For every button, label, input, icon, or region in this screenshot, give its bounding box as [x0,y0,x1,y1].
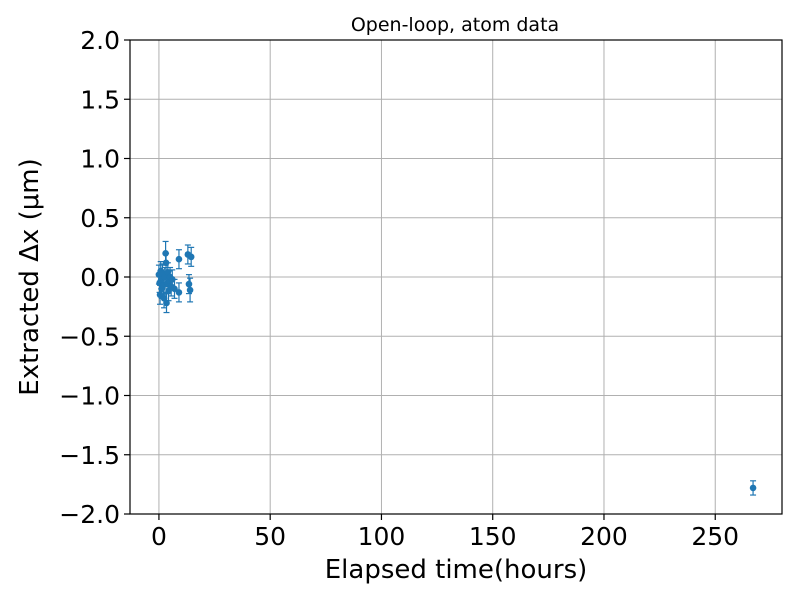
y-axis-label: Extracted Δx (μm) [15,158,45,395]
y-tick-label: 1.0 [80,145,120,174]
data-point [187,253,195,261]
y-tick-label: 1.5 [80,85,120,114]
x-tick-label: 200 [580,522,628,551]
chart-title: Open-loop, atom data [351,14,559,36]
y-tick-label: 2.0 [80,26,120,55]
grid [130,39,782,515]
y-tick-label: −1.0 [59,382,120,411]
y-tick-label: −0.5 [59,322,120,351]
data-point [175,289,183,296]
data-point [749,484,757,492]
data-point [171,285,178,293]
error-bars [155,240,757,496]
data-point [185,280,193,288]
data-point [168,276,176,283]
x-axis-label: Elapsed time(hours) [325,555,588,585]
x-tick-label: 50 [254,522,286,551]
data-point [175,255,183,263]
data-points [155,250,757,492]
data-point [163,299,170,307]
x-tick-label: 250 [691,522,739,551]
data-point [162,250,169,257]
x-tick-label: 150 [469,522,517,551]
data-point [186,286,194,294]
x-tick-label: 100 [358,522,406,551]
axis-ticks: 0 50 100 150 200 250 2.0 1.5 1.0 0.5 0.0 −0.5 −1.0 −1… [59,26,739,551]
y-tick-label: −2.0 [59,500,120,529]
x-tick-label: 0 [151,522,167,551]
y-tick-label: −1.5 [59,441,120,470]
y-tick-label: 0.0 [80,263,120,292]
data-point [161,273,169,281]
y-tick-label: 0.5 [80,204,120,233]
data-point [162,259,170,267]
